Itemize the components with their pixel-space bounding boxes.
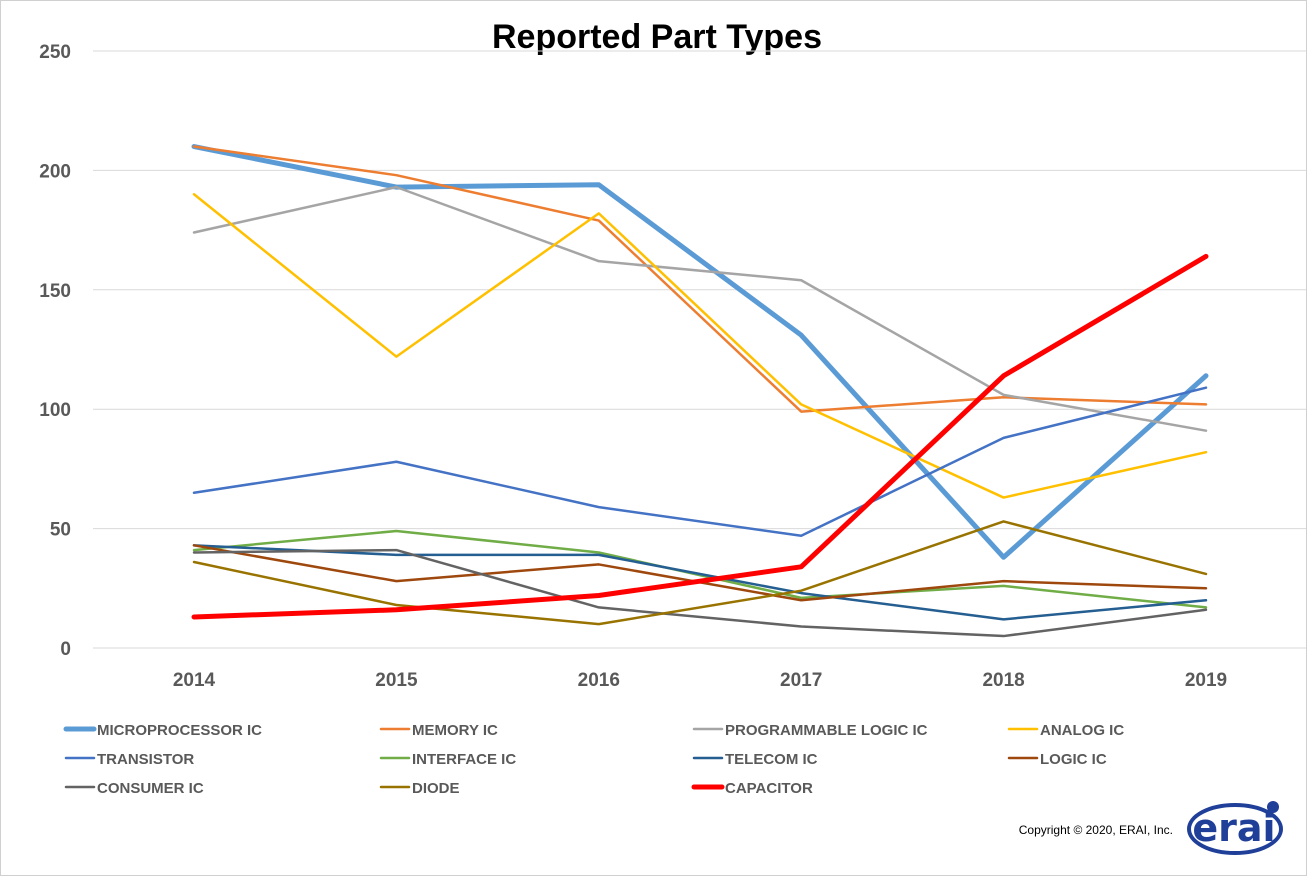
series-line-microprocessor-ic <box>191 144 1209 560</box>
x-tick-label-2015: 2015 <box>375 670 418 691</box>
y-tick-label-100: 100 <box>39 400 71 421</box>
x-tick-label-2014: 2014 <box>173 670 216 691</box>
series-line-telecom-ic <box>192 544 1208 621</box>
legend-label-telecom-ic: TELECOM IC <box>725 751 818 768</box>
logo-text: erai <box>1192 806 1275 850</box>
x-axis-ticks: 2014 2015 2016 2017 2018 2019 <box>173 670 1227 691</box>
legend-label-diode: DIODE <box>412 780 460 797</box>
y-tick-label-200: 200 <box>39 161 71 182</box>
series-line-interface-ic <box>192 529 1208 609</box>
y-tick-label-150: 150 <box>39 281 71 302</box>
legend-label-transistor: TRANSISTOR <box>97 751 194 768</box>
legend-label-interface-ic: INTERFACE IC <box>412 751 516 768</box>
legend-label-consumer-ic: CONSUMER IC <box>97 780 204 797</box>
series-line-capacitor <box>191 253 1209 620</box>
series-line-analog-ic <box>192 193 1208 499</box>
copyright-text: Copyright © 2020, ERAI, Inc. <box>1018 823 1173 837</box>
legend-label-capacitor: CAPACITOR <box>725 780 813 797</box>
legend-label-memory-ic: MEMORY IC <box>412 722 498 739</box>
legend-label-microprocessor-ic: MICROPROCESSOR IC <box>97 722 262 739</box>
legend: MICROPROCESSOR IC MEMORY IC PROGRAMMABLE L… <box>63 722 1124 797</box>
y-axis-ticks: 0 50 100 150 200 250 <box>39 42 71 660</box>
series-line-memory-ic <box>192 145 1208 413</box>
x-tick-label-2019: 2019 <box>1185 670 1227 691</box>
legend-label-programmable-logic-ic: PROGRAMMABLE LOGIC IC <box>725 722 928 739</box>
legend-label-logic-ic: LOGIC IC <box>1040 751 1107 768</box>
series-line-programmable-logic-ic <box>192 185 1208 432</box>
x-tick-label-2016: 2016 <box>578 670 620 691</box>
y-tick-label-0: 0 <box>60 639 71 660</box>
y-tick-label-50: 50 <box>50 520 71 541</box>
y-tick-label-250: 250 <box>39 42 71 63</box>
chart-title: Reported Part Types <box>492 18 822 56</box>
series-line-diode <box>192 520 1208 626</box>
series-line-consumer-ic <box>192 548 1208 638</box>
x-tick-label-2018: 2018 <box>982 670 1024 691</box>
gridlines <box>93 50 1306 649</box>
erai-logo: erai <box>1187 801 1283 855</box>
x-tick-label-2017: 2017 <box>780 670 822 691</box>
series-lines <box>191 144 1209 638</box>
series-line-transistor <box>192 386 1208 538</box>
legend-label-analog-ic: ANALOG IC <box>1040 722 1124 739</box>
